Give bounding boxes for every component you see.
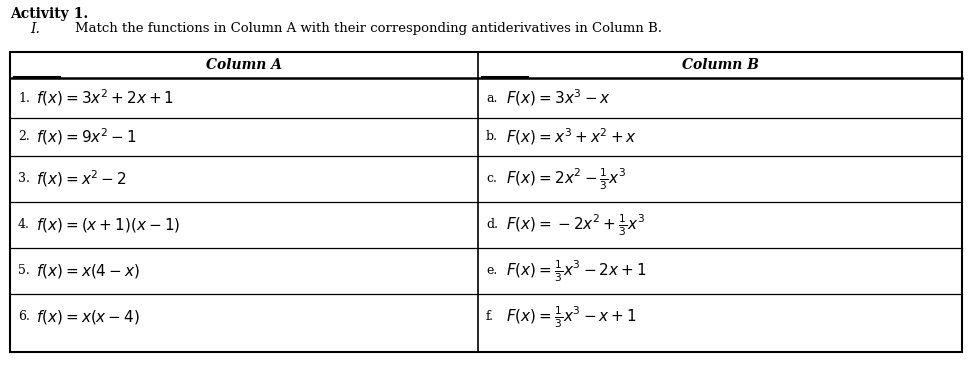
Text: a.: a. [486, 92, 497, 105]
Text: b.: b. [486, 131, 498, 143]
Text: $F(x) = -2x^2 + \frac{1}{3}x^3$: $F(x) = -2x^2 + \frac{1}{3}x^3$ [506, 212, 644, 238]
Text: $F(x) = 2x^2 - \frac{1}{3}x^3$: $F(x) = 2x^2 - \frac{1}{3}x^3$ [506, 166, 626, 192]
Text: I.: I. [30, 22, 40, 36]
Text: Column A: Column A [206, 58, 282, 72]
Text: 4.: 4. [18, 219, 30, 232]
Text: $F(x) = x^3 + x^2 + x$: $F(x) = x^3 + x^2 + x$ [506, 127, 637, 147]
Text: 3.: 3. [18, 172, 30, 186]
Text: e.: e. [486, 265, 497, 277]
Text: Activity 1.: Activity 1. [10, 7, 89, 21]
Text: $F(x) = \frac{1}{3}x^3 - x + 1$: $F(x) = \frac{1}{3}x^3 - x + 1$ [506, 304, 637, 330]
Text: Column B: Column B [682, 58, 759, 72]
Text: $f(x) = 3x^2 + 2x + 1$: $f(x) = 3x^2 + 2x + 1$ [36, 87, 175, 108]
Text: 6.: 6. [18, 310, 30, 324]
Text: 5.: 5. [18, 265, 30, 277]
Text: $f(x) = x^2 - 2$: $f(x) = x^2 - 2$ [36, 169, 127, 189]
Text: c.: c. [486, 172, 497, 186]
Text: $f(x) = x(x-4)$: $f(x) = x(x-4)$ [36, 308, 140, 326]
Text: $f(x) = (x+1)(x-1)$: $f(x) = (x+1)(x-1)$ [36, 216, 180, 234]
Text: d.: d. [486, 219, 498, 232]
Text: $F(x) = 3x^3 - x$: $F(x) = 3x^3 - x$ [506, 87, 611, 108]
Bar [10, 52, 962, 352]
Text: $f(x) = x(4-x)$: $f(x) = x(4-x)$ [36, 262, 140, 280]
Text: $F(x) = \frac{1}{3}x^3 - 2x + 1$: $F(x) = \frac{1}{3}x^3 - 2x + 1$ [506, 258, 646, 284]
Text: Match the functions in Column A with their corresponding antiderivatives in Colu: Match the functions in Column A with the… [75, 22, 662, 35]
Text: f.: f. [486, 310, 494, 324]
Text: 1.: 1. [18, 92, 30, 105]
Text: 2.: 2. [18, 131, 30, 143]
Text: $f(x) = 9x^2 - 1$: $f(x) = 9x^2 - 1$ [36, 127, 136, 147]
